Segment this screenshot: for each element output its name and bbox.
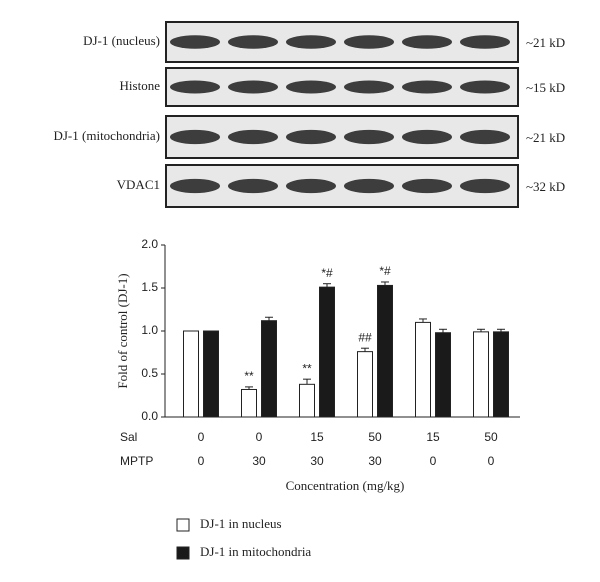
blot-panel [165,67,519,107]
legend-swatch [176,546,190,560]
blot-size: ~21 kD [526,130,565,145]
blot-label: DJ-1 (nucleus) [83,33,160,48]
bar [357,351,373,418]
x-tick-label: 0 [198,430,205,444]
x-tick-label: 15 [426,430,440,444]
bar [203,330,219,418]
y-axis-title: Fold of control (DJ-1) [115,273,130,388]
category-row-label: Sal [120,430,137,444]
blot-band [286,129,336,145]
x-tick-label: 50 [484,430,498,444]
x-axis-title: Concentration (mg/kg) [286,478,405,493]
x-tick-label: 30 [310,454,324,468]
blot-band [402,80,452,94]
bar [261,320,277,418]
x-tick-label: 0 [488,454,495,468]
blot-panel [165,21,519,63]
blot-band [286,35,336,49]
bar [493,331,509,418]
bar [183,330,199,418]
blot-size: ~15 kD [526,80,565,95]
blot-size: ~32 kD [526,179,565,194]
blot-band [286,178,336,194]
y-tick-label: 1.0 [141,323,158,337]
blot-size: ~21 kD [526,35,565,50]
blot-band [228,35,278,49]
blot-band [344,35,394,49]
x-tick-label: 50 [368,430,382,444]
bar [377,284,393,418]
x-tick-label: 0 [430,454,437,468]
blot-band [344,80,394,94]
blot-band [402,178,452,194]
legend-swatch [176,518,190,532]
y-tick-label: 1.5 [141,280,158,294]
blot-band [170,80,220,94]
x-tick-label: 0 [256,430,263,444]
blot-band [402,35,452,49]
x-tick-label: 30 [252,454,266,468]
blot-label: DJ-1 (mitochondria) [53,128,160,143]
bar [241,388,257,418]
annotation: ** [302,361,312,375]
annotation: *# [379,264,391,278]
bar [435,332,451,418]
blot-band [344,178,394,194]
blot-panel [165,115,519,159]
y-tick-label: 0.0 [141,409,158,423]
blot-label: VDAC1 [117,177,160,192]
y-tick-label: 0.5 [141,366,158,380]
blot-band [344,129,394,145]
blot-band [170,178,220,194]
x-tick-label: 0 [198,454,205,468]
blot-band [170,35,220,49]
legend-label: DJ-1 in nucleus [200,516,282,531]
blot-band [460,80,510,94]
x-tick-label: 15 [310,430,324,444]
legend-label: DJ-1 in mitochondria [200,544,311,559]
blot-band [228,80,278,94]
blot-band [228,178,278,194]
blot-band [402,129,452,145]
bar [473,331,489,418]
blot-band [460,35,510,49]
bar [299,383,315,418]
category-row-label: MPTP [120,454,153,468]
blot-panel [165,164,519,208]
blot-label: Histone [120,78,161,93]
blot-band [228,129,278,145]
blot-band [170,129,220,145]
x-tick-label: 30 [368,454,382,468]
blot-band [460,129,510,145]
annotation: ** [244,369,254,383]
y-tick-label: 2.0 [141,237,158,251]
bar [319,286,335,418]
blot-band [460,178,510,194]
blot-band [286,80,336,94]
annotation: *# [321,266,333,280]
annotation: ## [358,330,372,344]
bar [415,321,431,418]
